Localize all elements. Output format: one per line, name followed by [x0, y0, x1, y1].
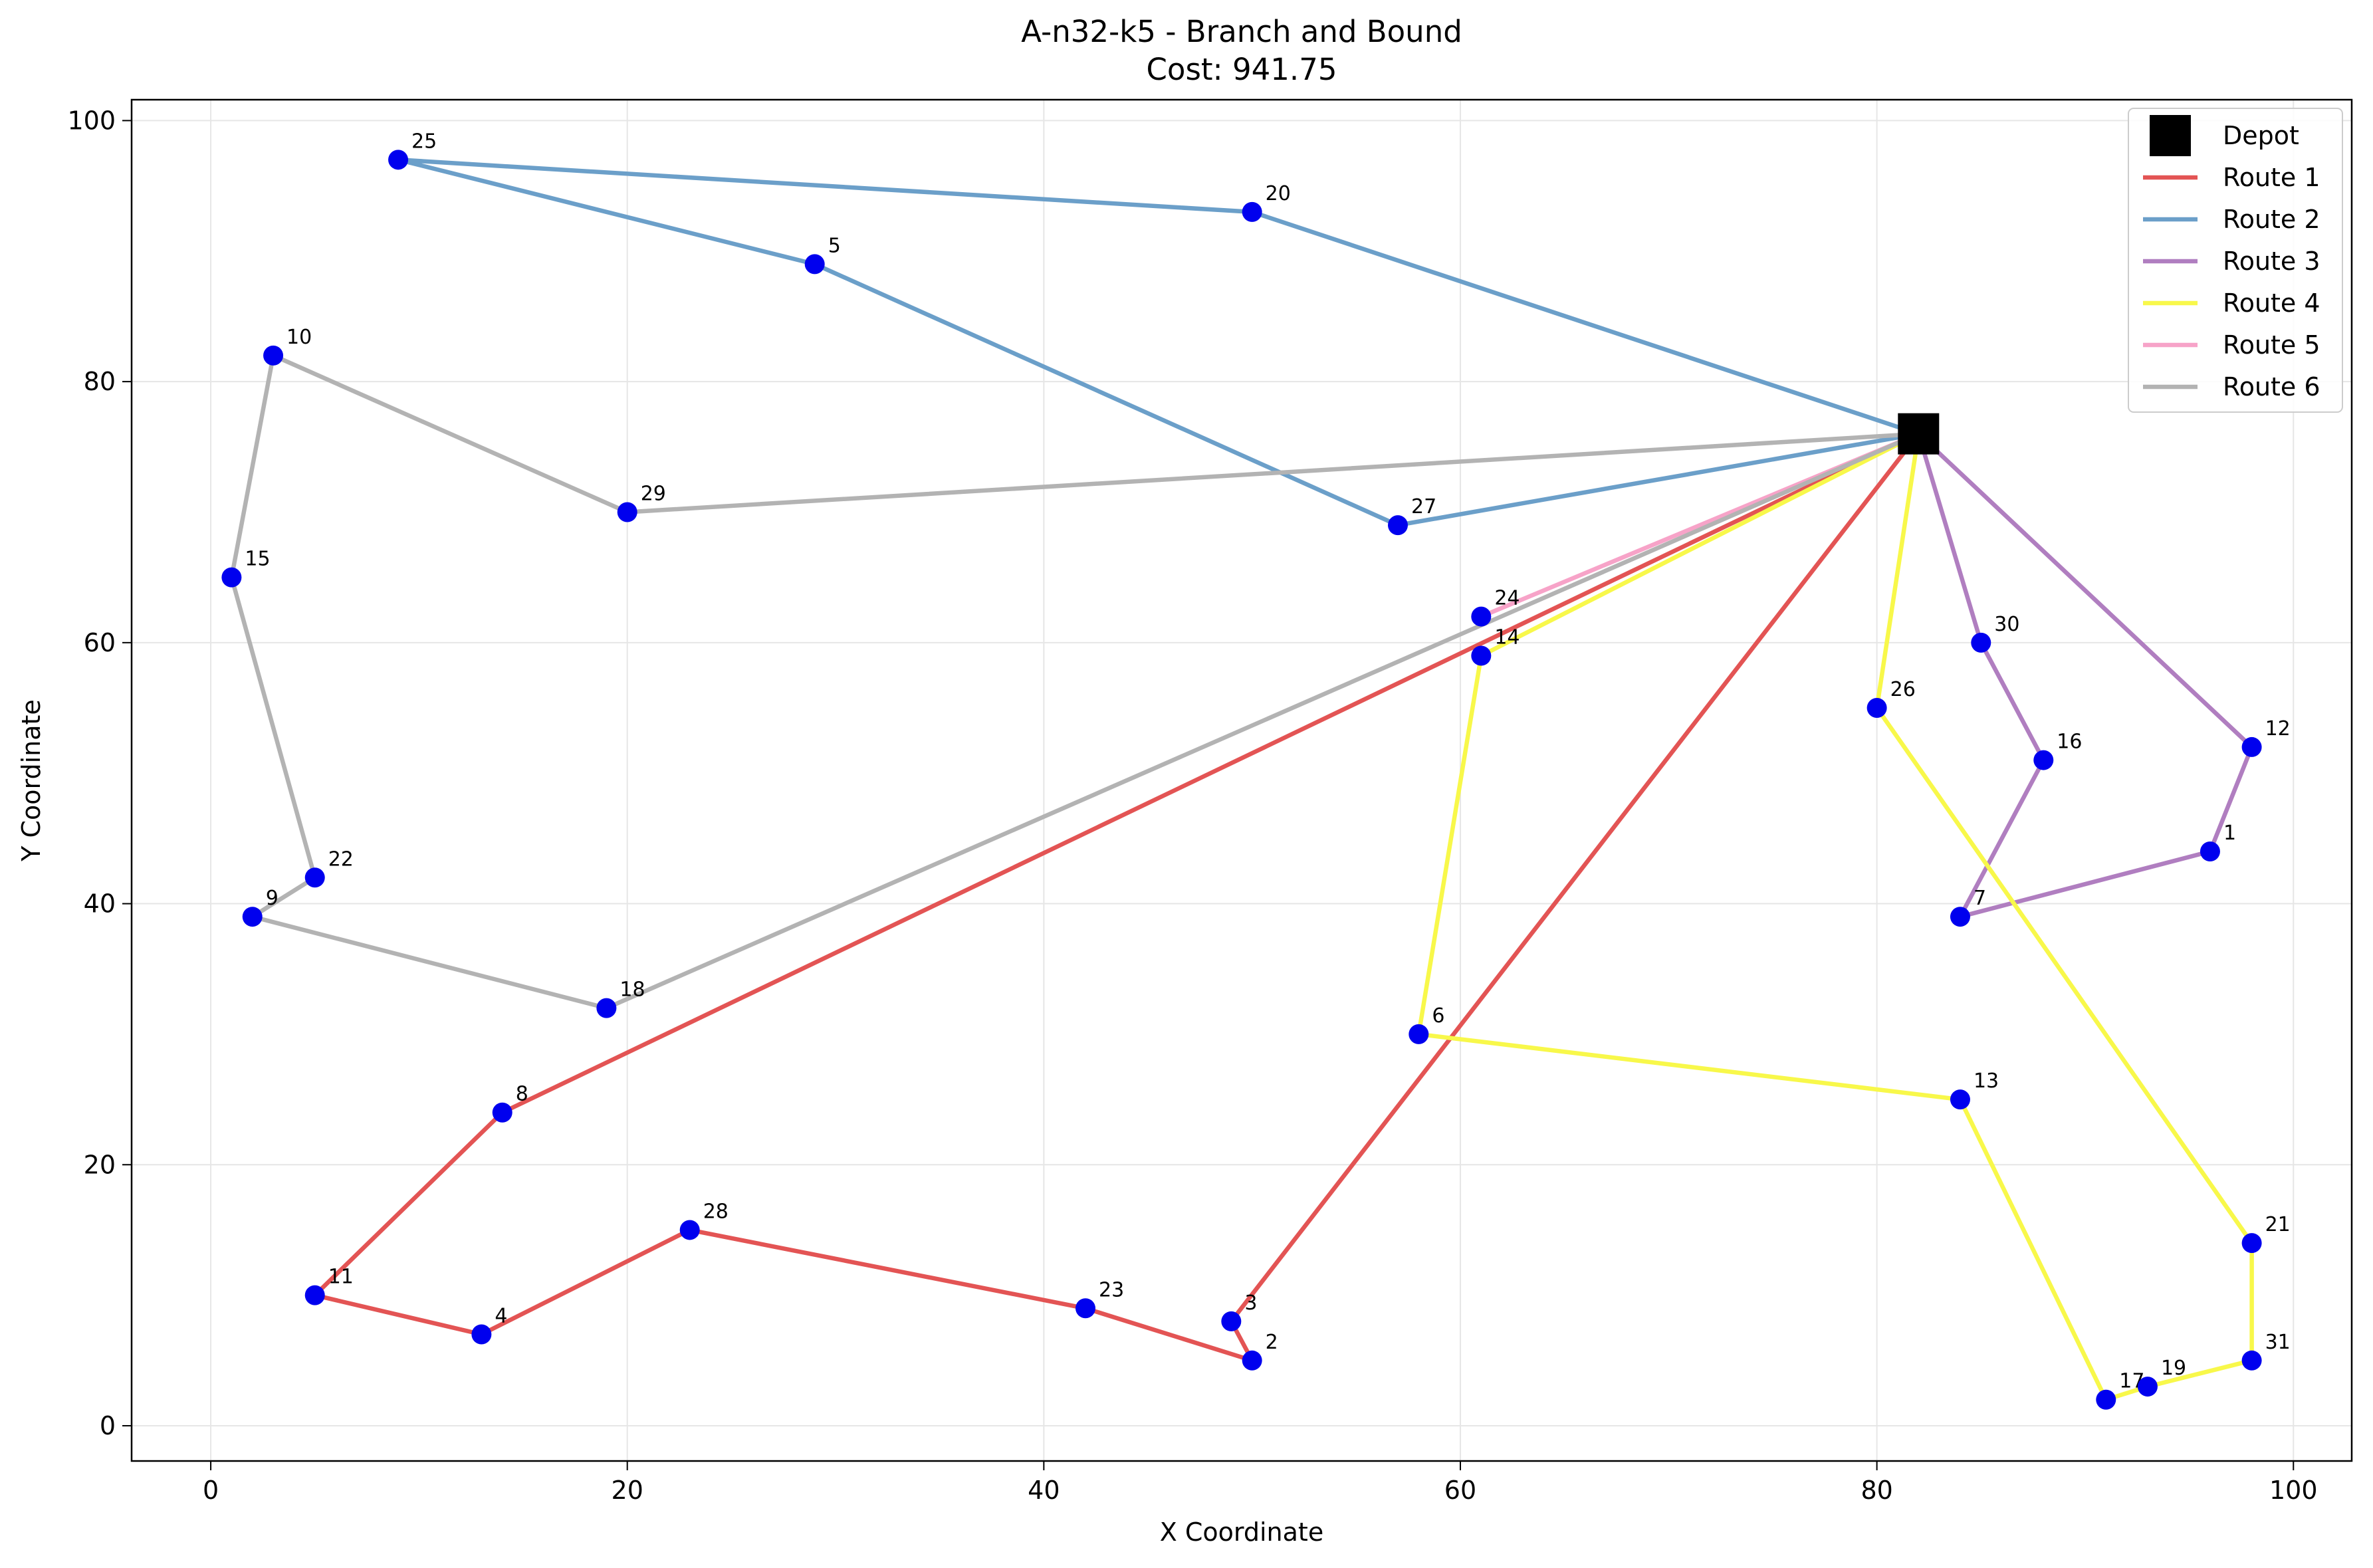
- customer-label: 29: [641, 482, 666, 505]
- x-tick-label: 0: [203, 1476, 219, 1505]
- customer-label: 28: [703, 1200, 729, 1223]
- customer-point: [1242, 201, 1262, 222]
- customer-point: [1075, 1298, 1096, 1319]
- legend-label: Route 1: [2223, 163, 2320, 192]
- customer-label: 20: [1266, 182, 1291, 205]
- plot-frame: [130, 98, 2353, 1462]
- legend-box: [2128, 108, 2343, 413]
- customer-point: [471, 1324, 492, 1345]
- customer-point: [2241, 1233, 2262, 1254]
- legend-label: Route 4: [2223, 288, 2320, 318]
- axis-ticks: 0 20 40 60 80 100 0 20 40 60 80 100: [67, 106, 2317, 1505]
- customer-label: 23: [1099, 1278, 1124, 1301]
- customer-point: [2200, 841, 2220, 862]
- customer-label: 18: [620, 978, 645, 1002]
- customer-label: 22: [328, 847, 354, 871]
- chart-title: A-n32-k5 - Branch and Bound: [1021, 14, 1462, 49]
- customer-point: [1971, 632, 1991, 653]
- customer-label: 21: [2265, 1213, 2291, 1236]
- customer-label: 7: [1974, 887, 1986, 910]
- customer-label: 19: [2161, 1357, 2186, 1380]
- customer-point: [1950, 907, 1970, 927]
- customer-label: 13: [1974, 1069, 1999, 1093]
- route-line-route-4: [1416, 431, 2254, 1402]
- customer-point: [492, 1102, 512, 1123]
- depot-marker: [1898, 413, 1940, 455]
- customer-point: [1387, 515, 1408, 536]
- customer-point: [304, 1285, 325, 1305]
- customer-label: 9: [266, 887, 279, 910]
- customer-label: 6: [1432, 1004, 1444, 1028]
- customer-label: 4: [495, 1305, 507, 1328]
- customer-point: [2137, 1377, 2158, 1397]
- customer-point: [1409, 1024, 1429, 1044]
- customer-point: [2033, 750, 2054, 770]
- legend-label: Depot: [2223, 121, 2299, 150]
- customer-point: [596, 998, 617, 1018]
- customer-label: 2: [1266, 1331, 1278, 1354]
- x-tick-label: 60: [1444, 1476, 1476, 1505]
- customer-point: [2096, 1389, 2116, 1410]
- customer-label: 24: [1494, 587, 1520, 610]
- customer-label: 16: [2057, 730, 2082, 754]
- customer-point: [2241, 1350, 2262, 1371]
- route-line-route-2: [396, 158, 1921, 528]
- legend: Depot Route 1 Route 2 Route 3 Route 4 Route 5…: [2128, 108, 2343, 413]
- y-tick-label: 80: [84, 367, 116, 396]
- customer-label: 5: [828, 234, 841, 257]
- x-tick-label: 20: [612, 1476, 643, 1505]
- customer-point: [679, 1220, 700, 1240]
- customer-label: 11: [328, 1266, 354, 1289]
- customer-point: [1866, 698, 1887, 719]
- legend-label: Route 6: [2223, 372, 2320, 401]
- chart-subtitle: Cost: 941.75: [1147, 52, 1337, 87]
- y-axis-label: Y Coordinate: [17, 699, 46, 862]
- legend-label: Route 3: [2223, 247, 2320, 276]
- customer-label: 12: [2265, 717, 2291, 740]
- customer-point: [617, 502, 637, 522]
- customer-label: 27: [1411, 495, 1436, 518]
- customer-point: [804, 254, 825, 275]
- route-line-route-6: [229, 353, 1921, 1010]
- y-tick-label: 100: [67, 106, 116, 135]
- legend-label: Route 5: [2223, 330, 2320, 360]
- customer-point: [1950, 1089, 1970, 1110]
- y-tick-label: 40: [84, 889, 116, 919]
- customer-label: 3: [1244, 1291, 1257, 1315]
- y-tick-label: 60: [84, 628, 116, 657]
- customer-point: [242, 907, 263, 927]
- customer-point: [1471, 606, 1492, 627]
- customer-label: 30: [1994, 613, 2019, 636]
- x-axis-label: X Coordinate: [1160, 1517, 1323, 1547]
- customer-point: [221, 567, 242, 588]
- customer-points: 1234567891011121314151617181920212223242…: [221, 130, 2291, 1410]
- customer-label: 8: [516, 1083, 528, 1106]
- customer-label: 31: [2265, 1331, 2291, 1354]
- customer-point: [304, 867, 325, 888]
- customer-label: 14: [1494, 625, 1520, 649]
- legend-depot-marker: [2150, 115, 2191, 156]
- customer-label: 25: [411, 130, 437, 153]
- customer-label: 26: [1890, 678, 1916, 701]
- x-tick-label: 40: [1028, 1476, 1060, 1505]
- legend-label: Route 2: [2223, 205, 2320, 234]
- y-tick-label: 0: [100, 1411, 116, 1440]
- customer-label: 1: [2223, 822, 2236, 845]
- customer-label: 10: [286, 326, 312, 349]
- customer-point: [388, 150, 409, 170]
- customer-point: [2241, 736, 2262, 757]
- customer-point: [263, 345, 284, 366]
- x-tick-label: 80: [1861, 1476, 1892, 1505]
- customer-point: [1242, 1350, 1262, 1371]
- y-tick-label: 20: [84, 1150, 116, 1179]
- customer-point: [1221, 1311, 1242, 1331]
- customer-label: 15: [245, 548, 270, 571]
- customer-point: [1471, 645, 1492, 666]
- x-tick-label: 100: [2269, 1476, 2318, 1505]
